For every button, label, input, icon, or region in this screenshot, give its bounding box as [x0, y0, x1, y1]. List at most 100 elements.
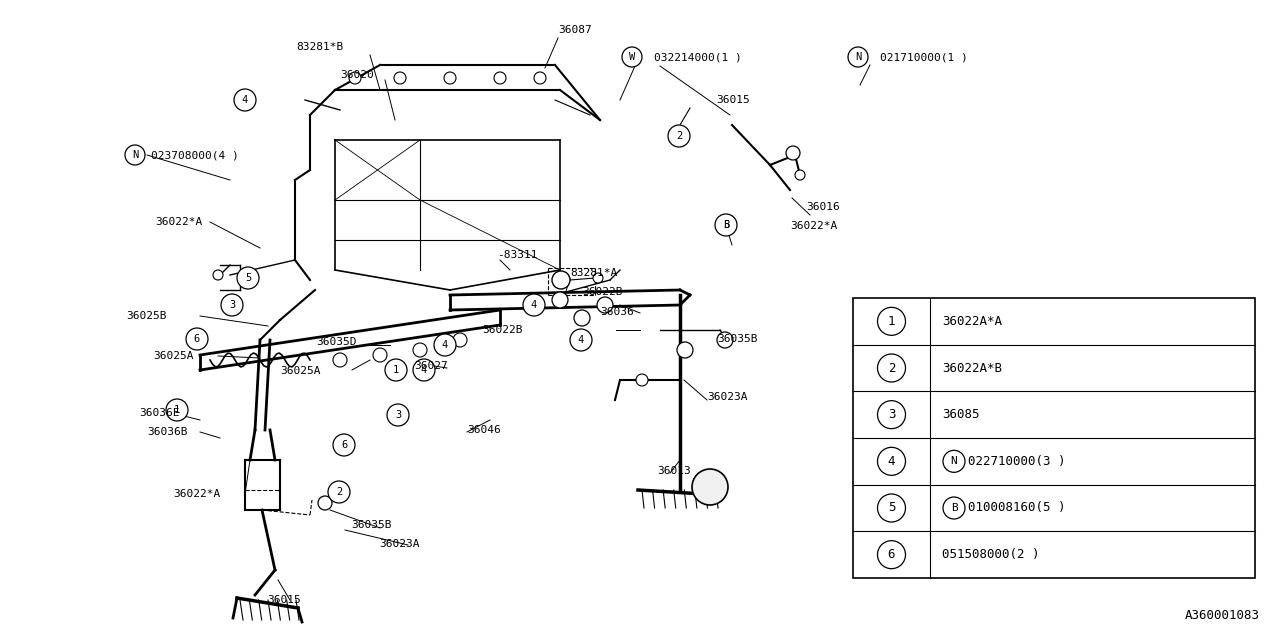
Text: 36025A: 36025A	[154, 351, 193, 361]
Circle shape	[622, 47, 643, 67]
Text: 36025B: 36025B	[125, 311, 166, 321]
Text: 36023A: 36023A	[707, 392, 748, 402]
Circle shape	[573, 310, 590, 326]
Text: 36035B: 36035B	[351, 520, 392, 530]
Circle shape	[385, 359, 407, 381]
Text: 2: 2	[335, 487, 342, 497]
Circle shape	[524, 294, 545, 316]
Circle shape	[413, 343, 428, 357]
Circle shape	[786, 146, 800, 160]
Circle shape	[552, 271, 570, 289]
Text: 1: 1	[174, 405, 180, 415]
Text: B: B	[951, 503, 957, 513]
Circle shape	[878, 307, 905, 335]
Text: 021710000(1 ): 021710000(1 )	[881, 52, 968, 62]
Text: 4: 4	[531, 300, 538, 310]
Circle shape	[636, 374, 648, 386]
Text: 4: 4	[442, 340, 448, 350]
Text: 36027: 36027	[413, 361, 448, 371]
Circle shape	[552, 292, 568, 308]
Circle shape	[349, 72, 361, 84]
Text: 5: 5	[244, 273, 251, 283]
Circle shape	[444, 72, 456, 84]
Circle shape	[878, 494, 905, 522]
Circle shape	[943, 497, 965, 519]
Circle shape	[453, 333, 467, 347]
Circle shape	[795, 170, 805, 180]
Circle shape	[166, 399, 188, 421]
Circle shape	[534, 72, 547, 84]
Text: 4: 4	[421, 365, 428, 375]
Text: 010008160(5 ): 010008160(5 )	[968, 502, 1065, 515]
Text: 83281*B: 83281*B	[296, 42, 343, 52]
Text: 4: 4	[888, 455, 895, 468]
Text: A360001083: A360001083	[1185, 609, 1260, 622]
Text: 36022B: 36022B	[582, 287, 622, 297]
Circle shape	[186, 328, 207, 350]
Text: 6: 6	[340, 440, 347, 450]
Text: 36016: 36016	[806, 202, 840, 212]
Text: 36022A*B: 36022A*B	[942, 362, 1002, 374]
Text: 36020: 36020	[340, 70, 374, 80]
Circle shape	[878, 541, 905, 569]
Text: 3: 3	[229, 300, 236, 310]
Text: 36036: 36036	[600, 307, 634, 317]
Circle shape	[237, 267, 259, 289]
Text: 6: 6	[888, 548, 895, 561]
Circle shape	[394, 72, 406, 84]
Text: 4: 4	[242, 95, 248, 105]
Circle shape	[943, 451, 965, 472]
Circle shape	[333, 434, 355, 456]
Text: 4: 4	[577, 335, 584, 345]
Circle shape	[413, 359, 435, 381]
Text: 36025A: 36025A	[280, 366, 320, 376]
Text: 36022*A: 36022*A	[173, 489, 220, 499]
Text: 051508000(2 ): 051508000(2 )	[942, 548, 1039, 561]
Text: 36036B: 36036B	[147, 427, 187, 437]
Text: 3: 3	[394, 410, 401, 420]
Text: 023708000(4 ): 023708000(4 )	[151, 150, 239, 160]
Circle shape	[878, 447, 905, 476]
Circle shape	[878, 354, 905, 382]
Text: 2: 2	[888, 362, 895, 374]
Text: B: B	[723, 220, 730, 230]
Text: 36036E: 36036E	[140, 408, 179, 418]
Circle shape	[387, 404, 410, 426]
Circle shape	[333, 353, 347, 367]
Text: 36046: 36046	[467, 425, 500, 435]
Text: N: N	[132, 150, 138, 160]
Circle shape	[328, 481, 349, 503]
Circle shape	[692, 469, 728, 505]
Circle shape	[677, 342, 692, 358]
Circle shape	[596, 297, 613, 313]
Circle shape	[570, 329, 591, 351]
Text: 36023A: 36023A	[379, 539, 420, 549]
Circle shape	[494, 72, 506, 84]
Circle shape	[849, 47, 868, 67]
Text: 1: 1	[393, 365, 399, 375]
Text: 36035D: 36035D	[316, 337, 357, 347]
Text: 36022*A: 36022*A	[790, 221, 837, 231]
Text: 5: 5	[723, 220, 730, 230]
Bar	[852, 298, 1254, 578]
Text: 36022*A: 36022*A	[155, 217, 202, 227]
Text: W: W	[628, 52, 635, 62]
Text: 36015: 36015	[716, 95, 750, 105]
Text: 022710000(3 ): 022710000(3 )	[968, 455, 1065, 468]
Circle shape	[434, 334, 456, 356]
Text: 5: 5	[888, 502, 895, 515]
Text: N: N	[951, 456, 957, 467]
Text: 36022A*A: 36022A*A	[942, 315, 1002, 328]
Circle shape	[221, 294, 243, 316]
Text: 6: 6	[193, 334, 200, 344]
Text: 36022B: 36022B	[483, 325, 522, 335]
Text: -83311: -83311	[497, 250, 538, 260]
Text: 032214000(1 ): 032214000(1 )	[654, 52, 741, 62]
Circle shape	[317, 496, 332, 510]
Circle shape	[878, 401, 905, 429]
Circle shape	[212, 270, 223, 280]
Text: 36085: 36085	[942, 408, 979, 421]
Circle shape	[668, 125, 690, 147]
Circle shape	[234, 89, 256, 111]
Circle shape	[593, 273, 603, 283]
